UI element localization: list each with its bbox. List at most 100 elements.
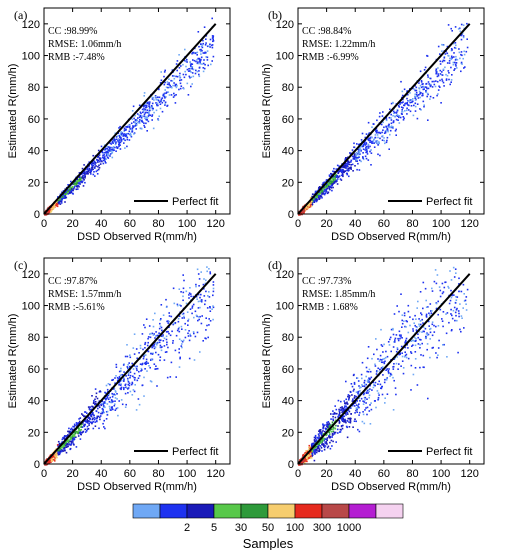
sample-point (56, 444, 59, 446)
sample-point (386, 128, 389, 130)
sample-point (86, 412, 88, 414)
sample-point (63, 195, 66, 197)
sample-point (106, 153, 109, 155)
sample-point (153, 99, 155, 101)
sample-point (103, 402, 105, 405)
y-tick-label: 60 (28, 114, 40, 126)
sample-point (139, 363, 142, 365)
sample-point (333, 180, 336, 182)
sample-point (362, 148, 365, 150)
sample-point (117, 414, 119, 417)
sample-point (441, 74, 444, 76)
sample-point (362, 152, 364, 154)
sample-point (325, 190, 328, 193)
sample-point (355, 157, 358, 159)
sample-point (178, 351, 180, 354)
sample-point (105, 384, 108, 387)
sample-point (414, 97, 416, 99)
sample-point (143, 376, 145, 379)
stat-text: RMB :-5.61% (48, 302, 105, 313)
sample-point (320, 432, 323, 435)
sample-point (311, 195, 313, 198)
sample-point (203, 67, 206, 70)
sample-point (153, 347, 156, 350)
sample-point (212, 306, 215, 309)
sample-point (369, 150, 371, 153)
sample-point (358, 387, 361, 389)
sample-point (315, 451, 318, 454)
sample-point (99, 418, 101, 421)
sample-point (198, 318, 200, 321)
sample-point (426, 54, 428, 57)
sample-point (319, 197, 321, 200)
sample-point (339, 178, 342, 180)
sample-point (124, 406, 127, 408)
sample-point (51, 207, 53, 210)
sample-point (75, 431, 77, 433)
sample-point (205, 329, 207, 331)
y-tick-label: 0 (288, 209, 294, 221)
sample-point (139, 111, 142, 114)
sample-point (332, 177, 335, 180)
x-tick-label: 0 (41, 218, 47, 230)
sample-point (342, 168, 344, 171)
sample-point (395, 128, 397, 131)
sample-point (342, 170, 345, 172)
sample-point (383, 381, 386, 384)
sample-point (71, 438, 73, 440)
sample-point (448, 72, 450, 74)
sample-point (176, 329, 179, 332)
sample-point (329, 188, 331, 191)
sample-point (351, 404, 354, 407)
sample-point (338, 414, 340, 416)
sample-point (125, 403, 127, 406)
sample-point (184, 48, 186, 51)
sample-point (337, 171, 339, 173)
sample-point (179, 72, 181, 75)
sample-point (100, 403, 102, 406)
sample-point (149, 106, 151, 109)
sample-point (151, 332, 154, 335)
sample-point (392, 327, 394, 330)
sample-point (113, 138, 116, 141)
sample-point (61, 441, 63, 443)
sample-point (208, 291, 210, 293)
sample-point (441, 78, 443, 81)
sample-point (194, 310, 197, 313)
sample-point (421, 92, 424, 95)
sample-point (204, 299, 207, 302)
sample-point (393, 313, 396, 315)
sample-point (435, 282, 438, 285)
sample-point (75, 436, 77, 438)
sample-point (81, 413, 83, 415)
sample-point (401, 110, 404, 113)
sample-point (310, 205, 313, 207)
sample-point (382, 111, 384, 113)
sample-point (87, 406, 90, 408)
sample-point (395, 111, 398, 113)
sample-point (401, 319, 403, 322)
sample-point (424, 337, 427, 339)
y-tick-label: 120 (22, 269, 40, 281)
sample-point (88, 167, 91, 170)
sample-point (189, 333, 191, 336)
sample-point (375, 128, 378, 130)
sample-point (153, 345, 155, 347)
sample-point (197, 300, 200, 303)
sample-point (135, 123, 137, 125)
sample-point (415, 89, 418, 92)
sample-point (316, 195, 318, 197)
sample-point (420, 312, 422, 314)
sample-point (375, 130, 378, 133)
sample-point (329, 441, 331, 444)
sample-point (207, 295, 209, 297)
sample-point (94, 421, 96, 423)
sample-point (145, 115, 147, 118)
sample-point (197, 57, 199, 60)
sample-point (348, 167, 351, 169)
sample-point (70, 440, 73, 443)
sample-point (313, 439, 316, 441)
sample-point (330, 172, 332, 175)
sample-point (57, 450, 60, 452)
sample-point (177, 320, 180, 323)
